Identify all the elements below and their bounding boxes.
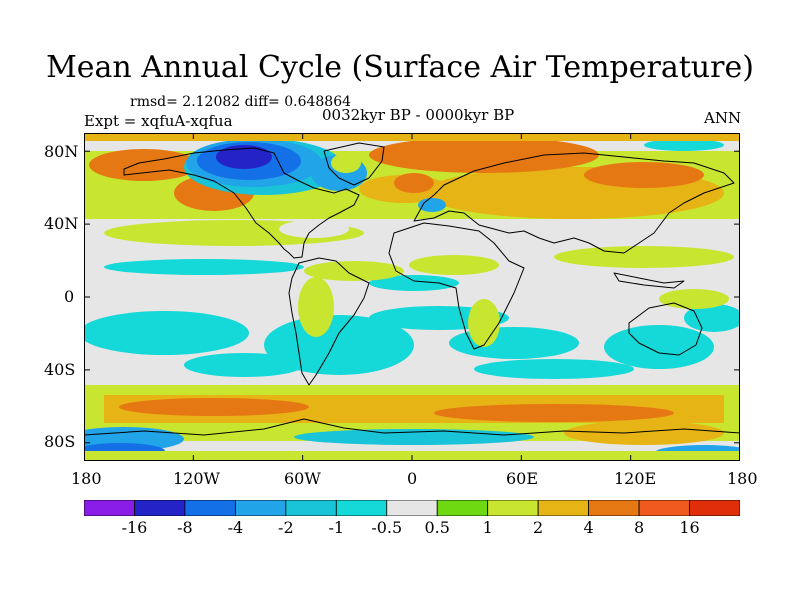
colorbar-swatch: [386, 500, 438, 516]
colorbar-label: 8: [633, 518, 645, 537]
north-pacific-warm-east: [554, 246, 734, 268]
coast-antarctica: [84, 418, 740, 436]
atlantic-warm-band: [304, 261, 404, 281]
season-label: ANN: [704, 109, 742, 127]
australia-cool: [604, 325, 714, 369]
tropical-cool-atlantic: [369, 275, 459, 291]
lon-label-60e: 60E: [506, 469, 539, 488]
colorbar-swatch: [84, 500, 135, 516]
lat-label-40s: 40S: [44, 360, 76, 379]
sw-pacific-cool: [684, 304, 740, 332]
southern-strong-patch: [119, 398, 309, 416]
lon-label-180e: 180: [727, 469, 758, 488]
colorbar-label: -16: [121, 518, 148, 537]
colorbar-swatch: [487, 500, 539, 516]
greenland-warm: [331, 153, 361, 173]
plot-title: Mean Annual Cycle (Surface Air Temperatu…: [46, 50, 754, 85]
lat-label-80s: 80S: [44, 432, 76, 451]
antarctic-warm-patch: [564, 421, 724, 445]
colorbar-label: -4: [227, 518, 244, 537]
experiment-label: Expt = xqfuA-xqfua: [84, 112, 233, 130]
colorbar-label: 0.5: [424, 518, 450, 537]
colorbar-label: 4: [583, 518, 594, 537]
colorbar-swatch: [638, 500, 690, 516]
colorbar-label: 16: [679, 518, 700, 537]
colorbar-swatch: [285, 500, 337, 516]
colorbar: [84, 500, 740, 516]
lon-label-120w: 120W: [173, 469, 220, 488]
lon-label-0: 0: [407, 469, 418, 488]
colorbar-label: 2: [533, 518, 544, 537]
colorbar-swatch: [335, 500, 388, 516]
colorbar-label: -8: [177, 518, 193, 537]
colorbar-swatch: [537, 500, 590, 516]
siberia-cool: [644, 139, 724, 151]
colorbar-swatch: [436, 500, 489, 516]
coast-north-america: [123, 147, 360, 259]
colorbar-label: -0.5: [371, 518, 403, 537]
arctic-strong-warm: [369, 137, 599, 173]
lon-label-60w: 60W: [284, 469, 321, 488]
coast-south-america: [288, 257, 370, 386]
southern-strong-patch-east: [434, 404, 674, 422]
period-label: 0032kyr BP - 0000kyr BP: [322, 106, 515, 124]
coast-africa: [388, 222, 525, 350]
lat-label-80n: 80N: [44, 142, 79, 161]
east-siberia-warm: [584, 162, 704, 188]
lon-label-180w: 180: [71, 469, 102, 488]
colorbar-swatch: [689, 500, 740, 516]
south-atlantic-cool: [264, 315, 414, 375]
sw-pacific-warm: [659, 289, 729, 309]
antarctic-cool-center: [294, 429, 534, 445]
lat-label-40n: 40N: [44, 214, 79, 233]
colorbar-label: -1: [328, 518, 345, 537]
colorbar-swatch: [134, 500, 186, 516]
coast-indonesia: [613, 272, 685, 289]
indian-ocean-cool: [449, 327, 579, 359]
north-atlantic-strong: [394, 173, 434, 193]
colorbar-label: -2: [278, 518, 294, 537]
canada-very-strong: [216, 145, 272, 169]
stats-label: rmsd= 2.12082 diff= 0.648864: [130, 94, 352, 110]
lat-label-0: 0: [64, 287, 75, 306]
coast-australia: [628, 302, 703, 356]
colorbar-swatch: [588, 500, 640, 516]
alaska-warm: [89, 149, 199, 181]
north-pacific-cool-band: [104, 259, 304, 275]
south-indian-cool: [474, 359, 634, 379]
south-america-warm: [298, 277, 334, 337]
lon-label-120e: 120E: [614, 469, 657, 488]
sahara-warm: [409, 255, 499, 275]
coast-greenland: [323, 142, 385, 186]
colorbar-swatch: [234, 500, 287, 516]
coastlines: [84, 142, 740, 436]
map-ticks: [84, 133, 740, 461]
south-pacific-cool: [84, 311, 249, 355]
mediterranean-cool: [418, 198, 446, 212]
map-field: [84, 133, 740, 461]
temperature-map: [84, 133, 740, 461]
southern-africa-warm: [468, 299, 500, 347]
asia-neutral: [614, 219, 694, 239]
colorbar-swatch: [184, 500, 236, 516]
coast-eurasia: [413, 152, 735, 254]
colorbar-label: 1: [482, 518, 493, 537]
